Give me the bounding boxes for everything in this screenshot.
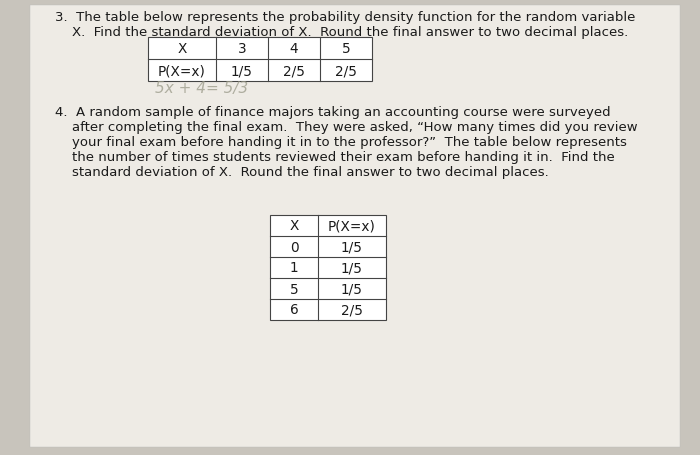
Text: 1/5: 1/5 — [341, 240, 363, 254]
Bar — [148, 38, 372, 82]
Text: 2/5: 2/5 — [335, 64, 357, 78]
Text: X: X — [177, 42, 187, 56]
Text: 4.  A random sample of finance majors taking an accounting course were surveyed: 4. A random sample of finance majors tak… — [55, 106, 610, 119]
Text: after completing the final exam.  They were asked, “How many times did you revie: after completing the final exam. They we… — [55, 121, 638, 134]
Text: standard deviation of X.  Round the final answer to two decimal places.: standard deviation of X. Round the final… — [55, 166, 549, 179]
Text: 5: 5 — [342, 42, 351, 56]
Text: 1/5: 1/5 — [341, 282, 363, 296]
Bar — [270, 216, 386, 320]
Text: 2/5: 2/5 — [283, 64, 305, 78]
Text: 3: 3 — [238, 42, 246, 56]
Text: 5: 5 — [290, 282, 298, 296]
Text: 0: 0 — [290, 240, 298, 254]
Text: 5x + 4= 5/3: 5x + 4= 5/3 — [155, 81, 248, 96]
Text: X.  Find the standard deviation of X.  Round the final answer to two decimal pla: X. Find the standard deviation of X. Rou… — [55, 26, 629, 39]
Text: 1/5: 1/5 — [231, 64, 253, 78]
Text: 6: 6 — [290, 303, 298, 317]
Text: 1/5: 1/5 — [341, 261, 363, 275]
Text: X: X — [289, 219, 299, 233]
Text: P(X=x): P(X=x) — [158, 64, 206, 78]
Text: your final exam before handing it in to the professor?”  The table below represe: your final exam before handing it in to … — [55, 136, 627, 149]
Text: 4: 4 — [290, 42, 298, 56]
Text: 3.  The table below represents the probability density function for the random v: 3. The table below represents the probab… — [55, 11, 636, 24]
Text: the number of times students reviewed their exam before handing it in.  Find the: the number of times students reviewed th… — [55, 151, 615, 164]
Text: 2/5: 2/5 — [341, 303, 363, 317]
Text: 1: 1 — [290, 261, 298, 275]
Text: P(X=x): P(X=x) — [328, 219, 376, 233]
